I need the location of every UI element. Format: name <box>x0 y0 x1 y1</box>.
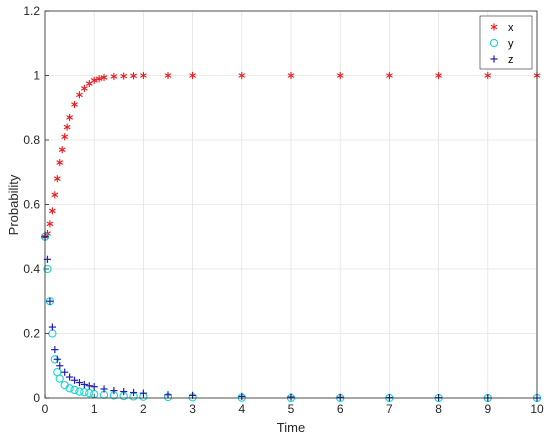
x-axis-label: Time <box>277 420 305 435</box>
data-point-x <box>130 72 137 80</box>
data-point-z <box>51 346 59 354</box>
data-point-x <box>61 133 69 141</box>
data-point-x <box>110 72 118 81</box>
y-axis-label: Probability <box>6 174 21 235</box>
data-point-y <box>43 264 52 274</box>
data-point-x <box>63 123 71 131</box>
x-tick-label: 5 <box>288 402 295 416</box>
legend-label-y: y <box>508 38 514 50</box>
x-tick-label: 10 <box>530 402 544 416</box>
data-point-x <box>48 207 56 215</box>
data-point-x <box>189 71 196 80</box>
data-point-x <box>53 175 61 183</box>
data-point-x <box>435 71 442 80</box>
data-point-z <box>90 383 98 391</box>
data-point-x <box>66 113 73 122</box>
data-point-z <box>110 386 118 395</box>
legend-markers <box>489 23 499 63</box>
data-point-z <box>70 376 79 384</box>
data-point-z <box>120 387 128 396</box>
x-tick-label: 8 <box>435 402 442 416</box>
y-tick-label: 1 <box>33 69 40 83</box>
data-point-z <box>75 378 84 387</box>
y-tick-label: 0.8 <box>23 133 40 147</box>
data-point-x <box>56 158 64 167</box>
y-tick-label: 0 <box>33 391 40 405</box>
data-point-z <box>164 391 172 399</box>
data-point-x <box>80 84 88 92</box>
legend-box <box>479 15 533 70</box>
legend: x y z <box>479 15 533 70</box>
y-tick-label: 0.2 <box>23 327 40 341</box>
data-point-y <box>75 387 84 396</box>
data-point-x <box>46 220 54 228</box>
data-point-x <box>58 146 66 154</box>
data-point-y <box>65 384 74 393</box>
data-point-z <box>61 368 69 376</box>
data-point-z <box>56 362 64 370</box>
data-point-z <box>53 355 61 363</box>
data-point-z <box>80 380 88 389</box>
data-point-x <box>164 71 172 80</box>
x-tick-label: 7 <box>386 402 393 416</box>
legend-marker-x <box>490 23 498 31</box>
data-point-z <box>129 388 138 397</box>
data-point-x <box>120 72 128 80</box>
data-point-x <box>484 71 492 80</box>
data-point-x <box>287 71 295 80</box>
y-tick-label: 0.4 <box>23 262 40 276</box>
data-point-x <box>100 73 108 82</box>
legend-marker-y <box>489 38 499 48</box>
data-point-x <box>90 76 98 84</box>
data-point-x <box>51 191 59 199</box>
data-point-z <box>46 297 54 305</box>
data-point-x <box>95 75 103 83</box>
x-tick-label: 0 <box>42 402 49 416</box>
legend-label-z: z <box>508 54 514 66</box>
x-tick-label: 3 <box>189 402 196 416</box>
data-point-x <box>140 71 147 80</box>
data-point-y <box>85 389 94 398</box>
y-tick-label: 1.2 <box>23 4 40 18</box>
data-point-x <box>238 71 246 80</box>
data-point-y <box>70 385 79 395</box>
data-point-x <box>386 71 393 80</box>
tick-labels: 0 1 2 3 4 5 6 7 8 9 10 0 0.2 0.4 0.6 0.8 1 1.2 <box>23 4 544 416</box>
legend-marker-z <box>490 55 498 63</box>
data-point-z <box>100 385 108 393</box>
x-tick-label: 4 <box>238 402 245 416</box>
x-tick-label: 6 <box>337 402 344 416</box>
data-point-z <box>48 323 56 331</box>
data-point-x <box>336 71 344 80</box>
legend-label-x: x <box>508 22 514 34</box>
data-point-y <box>55 374 64 383</box>
data-point-z <box>85 382 93 390</box>
x-tick-label: 2 <box>140 402 147 416</box>
x-tick-label: 1 <box>91 402 98 416</box>
x-tick-label: 9 <box>484 402 491 416</box>
y-tick-label: 0.6 <box>23 198 40 212</box>
data-point-x <box>71 100 78 109</box>
data-point-x <box>76 91 83 99</box>
data-point-y <box>80 388 89 397</box>
data-point-z <box>66 373 74 381</box>
